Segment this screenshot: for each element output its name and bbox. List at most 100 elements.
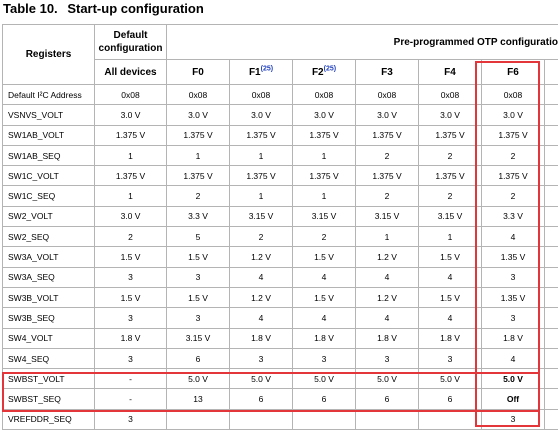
otp-value-f0: 6 <box>167 348 230 368</box>
register-name: SW1AB_SEQ <box>3 145 95 165</box>
column-header-f0: F0 <box>167 60 230 85</box>
otp-value-f0: 13 <box>167 389 230 409</box>
otp-value-f6: 1.375 V <box>482 166 545 186</box>
otp-value-f3: 3.15 V <box>356 206 419 226</box>
otp-value-f1: 1.2 V <box>230 287 293 307</box>
otp-value-f1: 2 <box>230 227 293 247</box>
default-value: - <box>95 389 167 409</box>
otp-value-f4: 1.8 V <box>419 328 482 348</box>
overflow-cell <box>545 166 558 186</box>
otp-value-f1: 1.375 V <box>230 166 293 186</box>
register-name: SW3A_VOLT <box>3 247 95 267</box>
column-header-label: F0 <box>192 67 204 78</box>
column-header-label: F6 <box>507 67 519 78</box>
register-name: SW3A_SEQ <box>3 267 95 287</box>
otp-value-f4: 3 <box>419 348 482 368</box>
otp-value-f6: Off <box>482 389 545 409</box>
otp-value-f1: 5.0 V <box>230 369 293 389</box>
column-header-f2: F2(25) <box>293 60 356 85</box>
register-name: SW2_SEQ <box>3 227 95 247</box>
otp-value-f4: 3.0 V <box>419 105 482 125</box>
register-name: VSNVS_VOLT <box>3 105 95 125</box>
otp-value-f4: 1.375 V <box>419 166 482 186</box>
register-name: SW1AB_VOLT <box>3 125 95 145</box>
registers-header: Registers <box>3 25 95 85</box>
otp-value-f6: 1.35 V <box>482 247 545 267</box>
otp-value-f6: 0x08 <box>482 85 545 105</box>
otp-value-f3: 1.375 V <box>356 166 419 186</box>
register-name: SW4_SEQ <box>3 348 95 368</box>
otp-value-f0: 3 <box>167 308 230 328</box>
otp-value-f2: 3.15 V <box>293 206 356 226</box>
otp-value-f1: 0x08 <box>230 85 293 105</box>
otp-value-f1: 4 <box>230 308 293 328</box>
overflow-cell <box>545 85 558 105</box>
footnote-ref-link[interactable]: (25) <box>324 65 336 72</box>
otp-value-f3: 2 <box>356 145 419 165</box>
otp-value-f0: 3 <box>167 267 230 287</box>
table-caption: Table 10. Start-up configuration <box>3 1 204 16</box>
register-name: SWBST_SEQ <box>3 389 95 409</box>
footnote-ref-link[interactable]: (25) <box>261 65 273 72</box>
default-value: 2 <box>95 227 167 247</box>
otp-value-f2: 1.8 V <box>293 328 356 348</box>
otp-value-f1: 1.375 V <box>230 125 293 145</box>
otp-value-f2 <box>293 409 356 429</box>
column-header-label: F2 <box>312 67 324 78</box>
default-value: 1.5 V <box>95 287 167 307</box>
column-header-label: F1 <box>249 67 261 78</box>
default-value: - <box>95 369 167 389</box>
default-value: 1 <box>95 186 167 206</box>
default-config-header: Default configuration <box>95 25 167 60</box>
otp-value-f6: 2 <box>482 186 545 206</box>
otp-value-f3: 0x08 <box>356 85 419 105</box>
overflow-cell <box>545 369 558 389</box>
column-header-f4: F4 <box>419 60 482 85</box>
register-name: VREFDDR_SEQ <box>3 409 95 429</box>
default-value: 3.0 V <box>95 206 167 226</box>
otp-value-f2: 6 <box>293 389 356 409</box>
otp-value-f6: 3.3 V <box>482 206 545 226</box>
default-value: 1 <box>95 145 167 165</box>
column-header-f3: F3 <box>356 60 419 85</box>
register-name: SW4_VOLT <box>3 328 95 348</box>
overflow-cell <box>545 105 558 125</box>
table-number: Table 10. <box>3 1 58 16</box>
otp-value-f2: 3.0 V <box>293 105 356 125</box>
table-title: Start-up configuration <box>67 1 204 16</box>
otp-value-f4: 1 <box>419 227 482 247</box>
otp-value-f4: 4 <box>419 308 482 328</box>
otp-value-f4: 1.5 V <box>419 287 482 307</box>
otp-value-f0: 3.0 V <box>167 105 230 125</box>
default-value: 1.5 V <box>95 247 167 267</box>
otp-value-f6: 3 <box>482 308 545 328</box>
overflow-cell <box>545 409 558 429</box>
overflow-cell <box>545 206 558 226</box>
otp-value-f2: 1 <box>293 186 356 206</box>
otp-value-f4: 3.15 V <box>419 206 482 226</box>
otp-value-f4: 5.0 V <box>419 369 482 389</box>
otp-value-f3: 5.0 V <box>356 369 419 389</box>
default-value: 3 <box>95 267 167 287</box>
otp-value-f1: 6 <box>230 389 293 409</box>
otp-value-f4: 1.375 V <box>419 125 482 145</box>
otp-value-f0: 1.375 V <box>167 125 230 145</box>
otp-value-f6: 3 <box>482 409 545 429</box>
table-container: Registers Default configuration Pre-prog… <box>2 24 558 430</box>
column-header-f6: F6 <box>482 60 545 85</box>
column-header-label: F3 <box>381 67 393 78</box>
otp-value-f3: 1.2 V <box>356 287 419 307</box>
otp-value-f3: 4 <box>356 267 419 287</box>
otp-value-f2: 5.0 V <box>293 369 356 389</box>
default-value: 3 <box>95 409 167 429</box>
